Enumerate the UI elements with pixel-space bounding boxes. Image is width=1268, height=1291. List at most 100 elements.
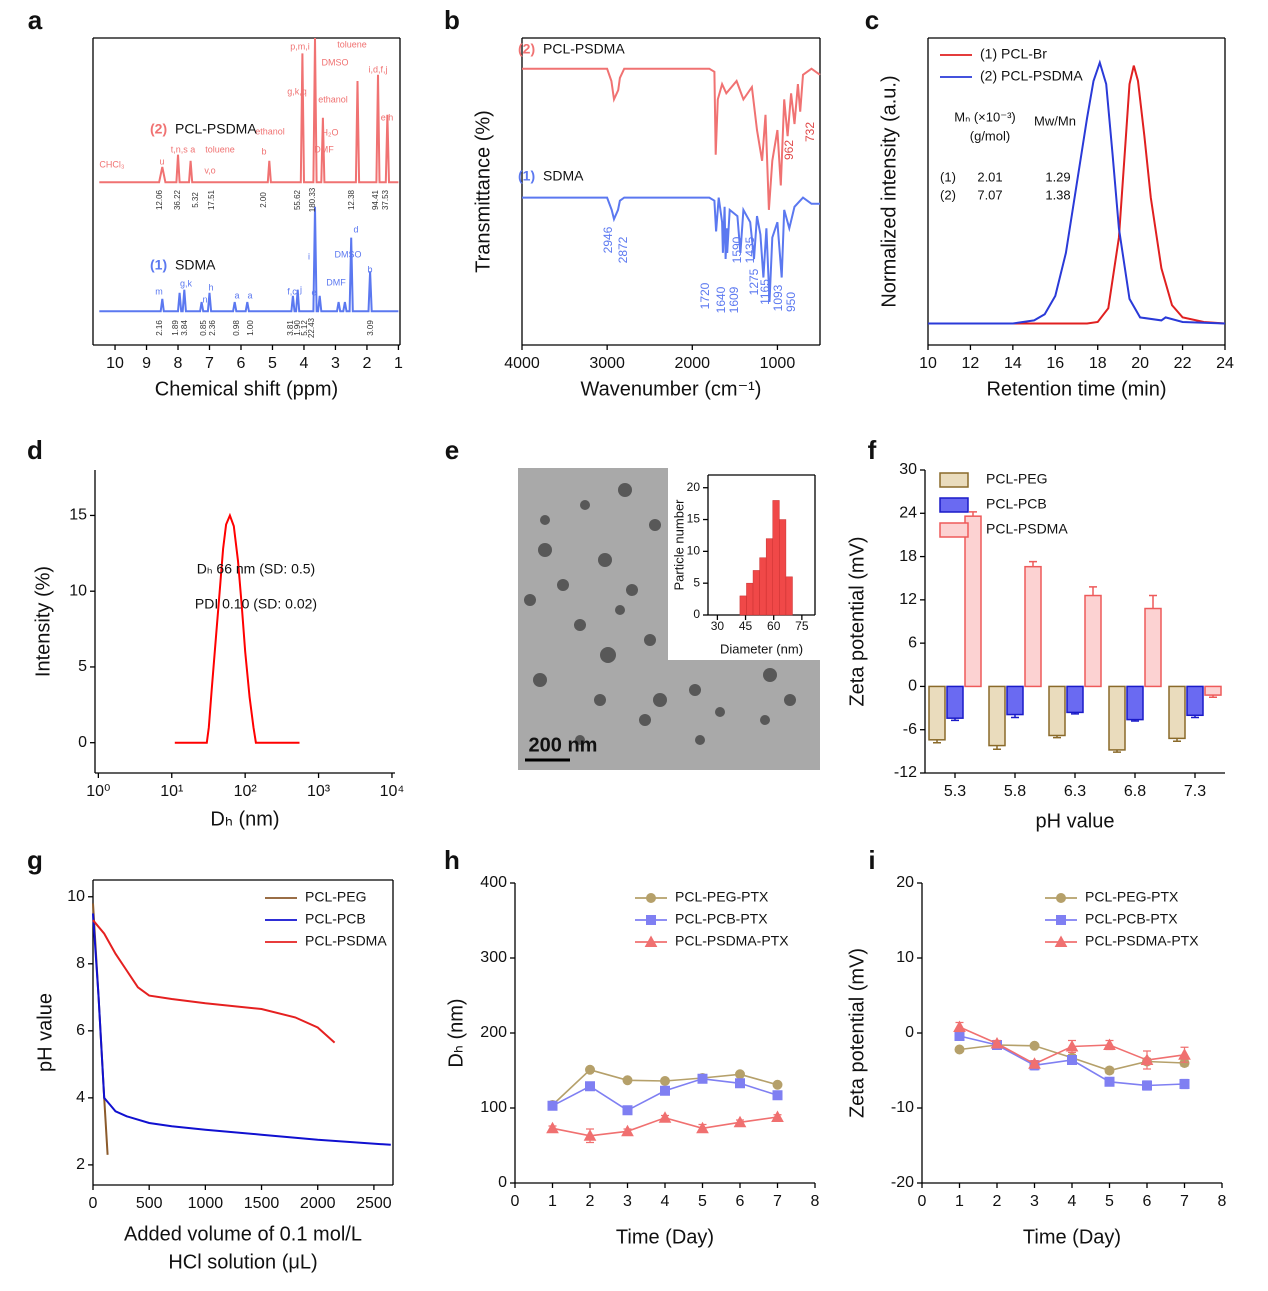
- marker: [733, 1115, 747, 1128]
- bar: [988, 685, 1006, 747]
- legend-label: (2) PCL-PSDMA: [980, 68, 1083, 84]
- x-tick-label: 10: [106, 355, 124, 372]
- y-tick-label: 4: [76, 1089, 85, 1106]
- panel-letter: a: [28, 5, 43, 35]
- x-tick-label: 1000: [188, 1195, 224, 1212]
- annotation: toluene: [337, 39, 367, 49]
- marker: [1028, 1057, 1041, 1069]
- x-tick-label: 6.3: [1064, 783, 1086, 800]
- y-tick-label: 20: [896, 874, 914, 891]
- histogram-bar: [765, 538, 774, 616]
- annotation: 1.29: [1045, 169, 1070, 184]
- annotation: 12.06: [155, 189, 164, 210]
- x-tick-label: 4: [1068, 1193, 1077, 1210]
- x-tick-label: 0: [89, 1195, 98, 1212]
- annotation: DMSO: [322, 57, 349, 67]
- y-tick-label: 5: [78, 658, 87, 675]
- y-tick-label: 10: [687, 544, 701, 558]
- annotation: 2.36: [208, 320, 217, 336]
- x-tick-label: 7: [1180, 1193, 1189, 1210]
- marker: [622, 1105, 633, 1116]
- y-tick-label: 20: [687, 480, 701, 494]
- annotation: (g/mol): [970, 128, 1010, 143]
- annotation: g,k,q: [287, 86, 307, 96]
- annotation: DMSO: [335, 249, 362, 259]
- y-tick-label: 200: [480, 1024, 507, 1041]
- y-tick-label: 300: [480, 949, 507, 966]
- panel-letter: b: [444, 5, 460, 35]
- x-tick-label: 30: [711, 619, 725, 633]
- legend-label: PCL-PCB-PTX: [675, 911, 768, 927]
- legend-label: PCL-PEG-PTX: [1085, 889, 1179, 905]
- annotation: 7.07: [977, 187, 1002, 202]
- annotation: 22.43: [307, 317, 316, 338]
- y-tick-label: -10: [891, 1099, 914, 1116]
- marker: [644, 935, 658, 947]
- x-tick-label: 7.3: [1184, 783, 1206, 800]
- y-tick-label: 15: [687, 512, 701, 526]
- annotation: v,o: [204, 165, 215, 175]
- error-bar: [1089, 586, 1097, 596]
- x-tick-label: 2000: [300, 1195, 336, 1212]
- marker: [1104, 1065, 1115, 1076]
- y-axis-label: Zeta potential (mV): [846, 536, 868, 706]
- legend-label: PCL-PSDMA-PTX: [1085, 933, 1199, 949]
- annotation: toluene: [205, 144, 235, 154]
- annotation: n: [202, 294, 207, 304]
- bar: [1126, 685, 1144, 721]
- x-tick-label: 4000: [504, 355, 540, 372]
- x-tick-label: 3: [1030, 1193, 1039, 1210]
- annotation: 1590: [730, 236, 744, 263]
- annotation: 2872: [616, 236, 630, 263]
- marker: [1056, 915, 1066, 925]
- x-tick-label: 20: [1131, 355, 1149, 372]
- annotation: 2.16: [155, 320, 164, 336]
- marker: [1103, 1038, 1116, 1050]
- y-tick-label: 6: [908, 634, 917, 651]
- bar: [1144, 607, 1162, 688]
- annotation: i,d,f,j: [368, 64, 387, 74]
- marker: [990, 1036, 1004, 1049]
- x-axis-label: Retention time (min): [986, 378, 1166, 400]
- legend-label: PCL-PEG: [986, 471, 1047, 487]
- annotation: 1609: [727, 286, 741, 313]
- data-line: [174, 512, 300, 744]
- annotation: f,c: [287, 286, 297, 296]
- histogram-bar: [759, 557, 767, 616]
- legend-label: PCL-PSDMA: [986, 521, 1068, 537]
- annotation: CHCl₃: [99, 159, 124, 169]
- x-tick-label: 2: [362, 355, 371, 372]
- bar: [1066, 685, 1084, 714]
- marker: [772, 1090, 783, 1101]
- marker: [1104, 1076, 1115, 1087]
- annotation: 1435: [743, 236, 757, 263]
- annotation: a: [247, 290, 252, 300]
- x-axis-label: HCl solution (μL): [168, 1251, 317, 1273]
- legend-label: SDMA: [175, 257, 216, 273]
- x-tick-label: 3: [623, 1193, 632, 1210]
- data-line: [92, 919, 336, 1044]
- marker: [1179, 1079, 1190, 1089]
- annotation: 732: [803, 122, 817, 142]
- bar: [964, 515, 982, 688]
- x-tick-label: 10³: [307, 783, 331, 800]
- x-tick-label: 9: [142, 355, 151, 372]
- panel-letter: i: [868, 845, 875, 875]
- x-tick-label: 22: [1174, 355, 1192, 372]
- annotation: 1640: [714, 286, 728, 313]
- marker: [954, 1031, 965, 1041]
- legend-label: PCL-PCB: [305, 911, 366, 927]
- annotation: a: [234, 290, 239, 300]
- tem-image: [518, 468, 820, 770]
- x-tick-label: 10⁰: [86, 783, 110, 800]
- annotation: 3.09: [366, 320, 375, 336]
- annotation: j: [299, 284, 302, 294]
- marker: [660, 1085, 670, 1096]
- annotation: (2): [940, 187, 956, 202]
- x-tick-label: 8: [811, 1193, 820, 1210]
- bar: [1186, 685, 1204, 717]
- x-tick-label: 0: [918, 1193, 927, 1210]
- marker: [658, 1111, 672, 1123]
- y-tick-label: -20: [891, 1174, 914, 1191]
- x-tick-label: 1: [548, 1193, 557, 1210]
